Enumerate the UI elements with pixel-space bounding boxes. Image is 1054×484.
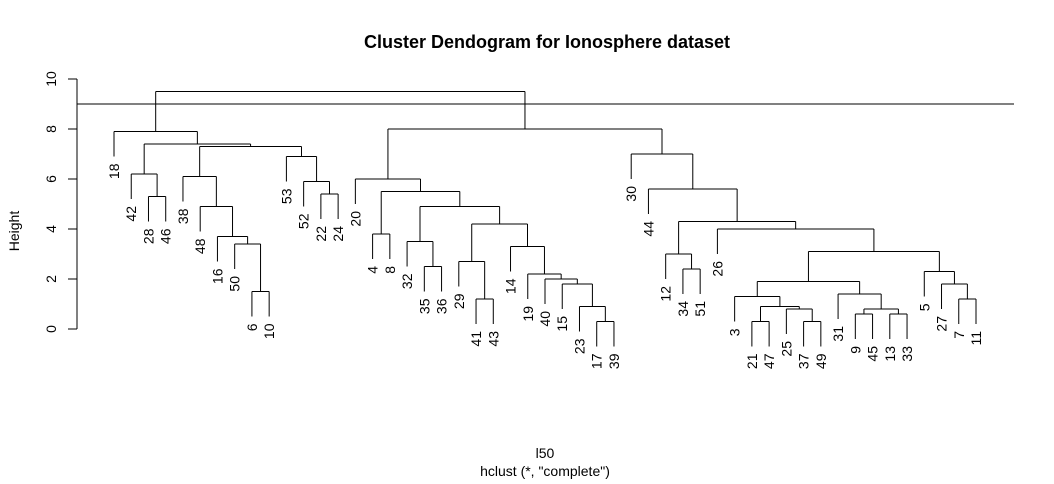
- leaf-label: 38: [175, 208, 191, 224]
- leaf-label: 26: [709, 261, 725, 277]
- leaf-label: 10: [261, 323, 277, 339]
- leaf-label: 12: [658, 286, 674, 302]
- leaf-label: 29: [451, 293, 467, 309]
- leaf-label: 14: [503, 278, 519, 294]
- leaf-label: 42: [123, 206, 139, 222]
- subtitle-method: hclust (*, "complete"): [480, 463, 610, 479]
- leaf-label: 41: [468, 331, 484, 347]
- leaf-label: 3: [727, 328, 743, 336]
- chart-title: Cluster Dendogram for Ionosphere dataset: [364, 32, 730, 52]
- leaf-label: 45: [865, 346, 881, 362]
- leaf-label: 47: [761, 353, 777, 369]
- leaf-label: 44: [640, 221, 656, 237]
- x-axis-label: l50: [536, 445, 555, 461]
- leaf-label: 48: [192, 238, 208, 254]
- leaf-label: 8: [382, 266, 398, 274]
- y-tick-label: 4: [43, 225, 59, 233]
- leaf-label: 18: [106, 163, 122, 179]
- leaf-label: 33: [899, 346, 915, 362]
- y-tick-label: 2: [43, 275, 59, 283]
- leaf-label: 36: [434, 298, 450, 314]
- leaf-label: 23: [571, 338, 587, 354]
- leaf-label: 7: [951, 331, 967, 339]
- dendrogram-tree: [77, 91, 1014, 347]
- y-axis-label: Height: [6, 211, 22, 252]
- leaf-label: 31: [830, 326, 846, 342]
- leaf-label: 35: [416, 298, 432, 314]
- leaf-label: 37: [796, 353, 812, 369]
- y-axis: 0 2 4 6 8 10: [43, 71, 78, 333]
- leaf-label: 9: [847, 346, 863, 354]
- leaf-label: 43: [485, 331, 501, 347]
- leaf-label: 4: [365, 266, 381, 274]
- leaf-label: 13: [882, 346, 898, 362]
- leaf-label: 19: [520, 306, 536, 322]
- leaf-label: 24: [330, 226, 346, 242]
- leaf-label: 46: [158, 228, 174, 244]
- leaf-label: 11: [968, 331, 984, 346]
- leaf-label: 53: [278, 188, 294, 204]
- leaf-label: 20: [347, 211, 363, 227]
- leaf-label: 40: [537, 311, 553, 327]
- leaf-label: 49: [813, 353, 829, 369]
- leaf-label: 32: [399, 273, 415, 289]
- y-tick-label: 0: [43, 325, 59, 333]
- leaf-label: 25: [778, 341, 794, 357]
- leaf-label: 22: [313, 226, 329, 242]
- y-tick-label: 6: [43, 175, 59, 183]
- y-tick-label: 10: [43, 71, 59, 87]
- leaf-label: 51: [692, 301, 708, 317]
- leaf-label: 30: [623, 186, 639, 202]
- leaf-label: 16: [209, 268, 225, 284]
- leaf-label: 6: [244, 323, 260, 331]
- leaf-label: 52: [296, 213, 312, 229]
- leaf-label: 21: [744, 353, 760, 369]
- leaf-label: 15: [554, 316, 570, 332]
- leaf-label: 34: [675, 301, 691, 317]
- leaf-label: 5: [916, 303, 932, 311]
- leaf-label: 27: [934, 316, 950, 332]
- leaf-label: 50: [227, 276, 243, 292]
- leaf-label: 17: [589, 353, 605, 369]
- leaf-label: 39: [606, 353, 622, 369]
- y-tick-label: 8: [43, 125, 59, 133]
- leaf-label: 28: [140, 228, 156, 244]
